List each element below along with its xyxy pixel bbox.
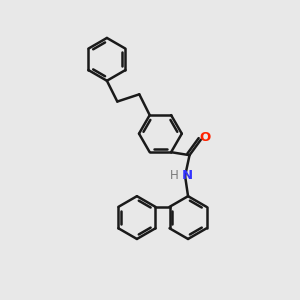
Text: H: H	[170, 169, 179, 182]
Text: N: N	[182, 169, 193, 182]
Text: O: O	[199, 131, 210, 144]
